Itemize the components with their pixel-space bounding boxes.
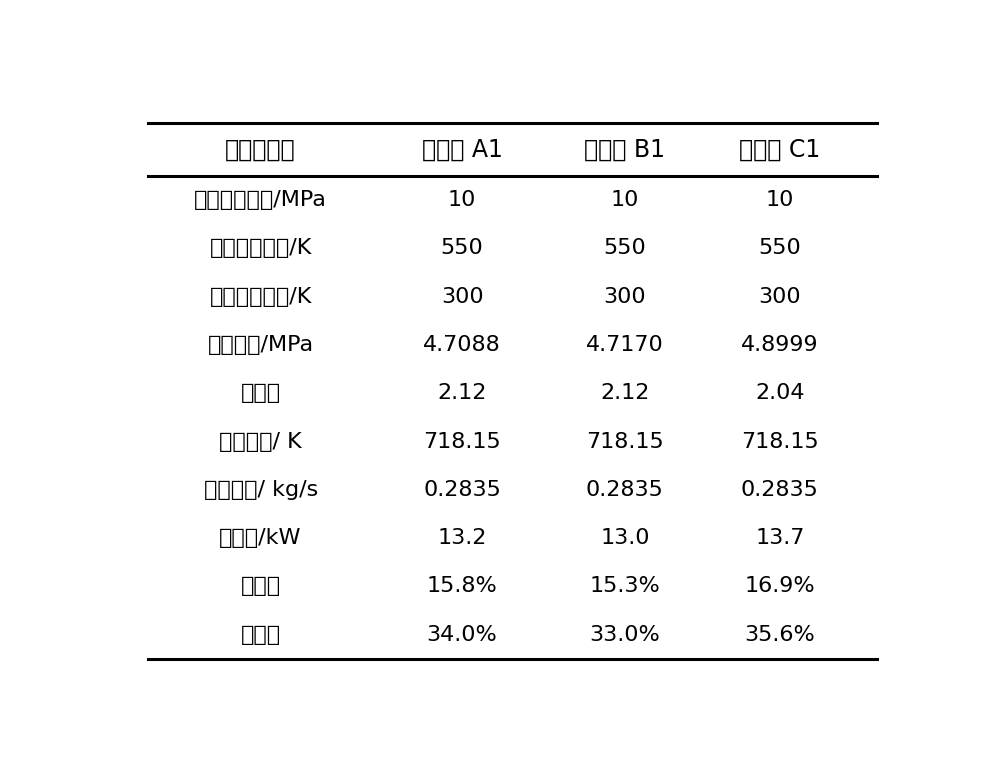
Text: 0.2835: 0.2835	[586, 480, 664, 500]
Text: 550: 550	[759, 239, 801, 258]
Text: 718.15: 718.15	[423, 432, 501, 451]
Text: 10: 10	[611, 190, 639, 211]
Text: 4.8999: 4.8999	[741, 335, 819, 355]
Text: 13.2: 13.2	[437, 528, 487, 548]
Text: 实施例 A1: 实施例 A1	[422, 138, 503, 162]
Text: 冷凝露点温度/K: 冷凝露点温度/K	[209, 287, 312, 307]
Text: 10: 10	[766, 190, 794, 211]
Text: 排气温度/ K: 排气温度/ K	[219, 432, 302, 451]
Text: 参数与性能: 参数与性能	[225, 138, 296, 162]
Text: 2.12: 2.12	[437, 383, 487, 404]
Text: 热效率: 热效率	[241, 576, 281, 597]
Text: 0.2835: 0.2835	[741, 480, 819, 500]
Text: 300: 300	[604, 287, 646, 307]
Text: 34.0%: 34.0%	[427, 625, 498, 644]
Text: 16.9%: 16.9%	[745, 576, 815, 597]
Text: 4.7170: 4.7170	[586, 335, 664, 355]
Text: 涡轮进口温度/K: 涡轮进口温度/K	[209, 239, 312, 258]
Text: 15.3%: 15.3%	[590, 576, 660, 597]
Text: 10: 10	[448, 190, 476, 211]
Text: 15.8%: 15.8%	[427, 576, 498, 597]
Text: 300: 300	[759, 287, 801, 307]
Text: 㶲效率: 㶲效率	[241, 625, 281, 644]
Text: 13.7: 13.7	[755, 528, 805, 548]
Text: 300: 300	[441, 287, 483, 307]
Text: 4.7088: 4.7088	[423, 335, 501, 355]
Text: 0.2835: 0.2835	[423, 480, 501, 500]
Text: 13.0: 13.0	[600, 528, 650, 548]
Text: 718.15: 718.15	[741, 432, 819, 451]
Text: 35.6%: 35.6%	[744, 625, 815, 644]
Text: 33.0%: 33.0%	[590, 625, 660, 644]
Text: 550: 550	[441, 239, 484, 258]
Text: 输出功/kW: 输出功/kW	[219, 528, 302, 548]
Text: 2.04: 2.04	[755, 383, 805, 404]
Text: 冷凝压力/MPa: 冷凝压力/MPa	[208, 335, 314, 355]
Text: 实施例 C1: 实施例 C1	[739, 138, 820, 162]
Text: 718.15: 718.15	[586, 432, 664, 451]
Text: 排气流量/ kg/s: 排气流量/ kg/s	[204, 480, 318, 500]
Text: 2.12: 2.12	[600, 383, 650, 404]
Text: 550: 550	[604, 239, 646, 258]
Text: 膨胀比: 膨胀比	[241, 383, 281, 404]
Text: 涡轮进口压力/MPa: 涡轮进口压力/MPa	[194, 190, 327, 211]
Text: 实施例 B1: 实施例 B1	[584, 138, 665, 162]
